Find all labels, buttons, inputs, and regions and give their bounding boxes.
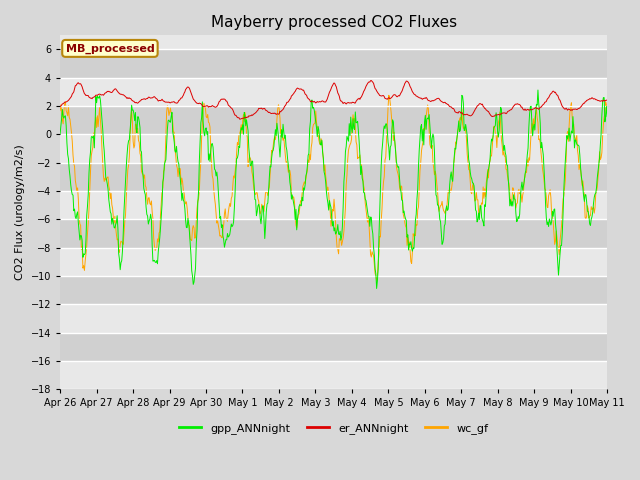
Bar — [60, 78, 607, 106]
Bar — [60, 49, 607, 78]
Y-axis label: CO2 Flux (urology/m2/s): CO2 Flux (urology/m2/s) — [15, 144, 25, 280]
Bar — [60, 304, 607, 333]
Title: Mayberry processed CO2 Fluxes: Mayberry processed CO2 Fluxes — [211, 15, 457, 30]
Bar — [60, 333, 607, 361]
Bar — [60, 106, 607, 134]
Bar — [60, 134, 607, 163]
Bar — [60, 163, 607, 191]
Bar — [60, 248, 607, 276]
Bar — [60, 191, 607, 219]
Bar — [60, 219, 607, 248]
Text: MB_processed: MB_processed — [65, 43, 154, 54]
Bar — [60, 361, 607, 389]
Legend: gpp_ANNnight, er_ANNnight, wc_gf: gpp_ANNnight, er_ANNnight, wc_gf — [175, 419, 493, 439]
Bar — [60, 276, 607, 304]
